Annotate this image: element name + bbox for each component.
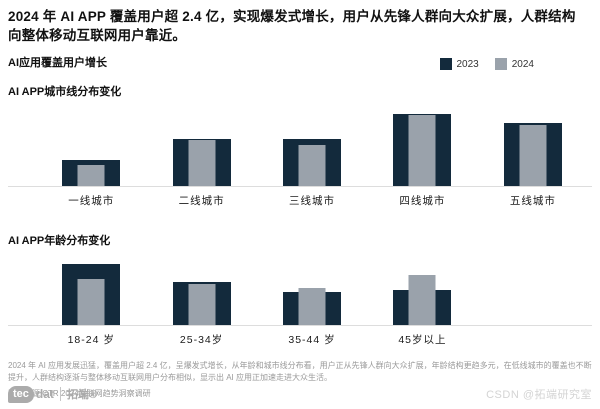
bar-2024 <box>298 145 326 187</box>
category-label: 三线城市 <box>289 195 336 208</box>
bar-slot <box>367 275 477 326</box>
category-label: 45岁以上 <box>398 334 447 347</box>
legend-item-2024: 2024 <box>494 58 534 71</box>
city-chart-title: AI APP城市线分布变化 <box>8 86 122 99</box>
bar-2024 <box>77 165 105 187</box>
bar-group <box>393 114 452 187</box>
tecdat-logo-text: dat <box>35 387 54 402</box>
bar-group <box>62 264 121 326</box>
tecdat-cn-name: 拓端® <box>66 389 98 402</box>
age-chart: AI APP年龄分布变化 18-24 岁 25-34岁 35-44 岁 45岁以上 <box>8 232 592 347</box>
footnote-text: 2024 年 AI 应用发展迅猛，覆盖用户超 2.4 亿，呈爆发式增长，从年龄和… <box>8 361 592 383</box>
bar-2024 <box>298 288 326 326</box>
category-label <box>478 332 588 347</box>
bar-slot <box>146 139 256 187</box>
bar-2024 <box>519 125 547 187</box>
bar-group <box>503 123 562 187</box>
logo-divider <box>59 387 61 402</box>
city-chart-plot-area <box>8 107 592 188</box>
bar-group <box>62 160 121 187</box>
bar-2024 <box>408 275 436 326</box>
tecdat-logo: tec dat 拓端® <box>8 385 98 403</box>
chart-legend: 2023 2024 <box>439 58 593 71</box>
bar-slot <box>36 264 146 326</box>
bar-group <box>172 282 231 326</box>
bar-2024 <box>188 284 216 326</box>
bar-slot <box>367 114 477 187</box>
csdn-watermark: CSDN @拓端研究室 <box>486 389 592 402</box>
bar-slot <box>478 123 588 187</box>
tecdat-badge-icon: tec <box>8 385 34 403</box>
legend-item-2023: 2023 <box>439 58 479 71</box>
category-label: 一线城市 <box>68 195 115 208</box>
legend-label-2023: 2023 <box>456 58 479 70</box>
legend-swatch-2023-icon <box>439 58 452 71</box>
section-title: AI应用覆盖用户增长 <box>8 57 107 70</box>
category-label: 四线城市 <box>399 195 446 208</box>
age-chart-axis-labels: 18-24 岁 25-34岁 35-44 岁 45岁以上 <box>8 332 592 347</box>
city-chart-axis-labels: 一线城市 二线城市 三线城市 四线城市 五线城市 <box>8 193 592 208</box>
category-label: 五线城市 <box>509 195 556 208</box>
section-header-row: AI应用覆盖用户增长 2023 2024 <box>8 54 593 71</box>
bar-group <box>283 288 342 326</box>
category-label: 二线城市 <box>178 195 225 208</box>
bar-slot <box>257 288 367 326</box>
city-tier-chart: AI APP城市线分布变化 一线城市 二线城市 三线城市 四线城市 五线城市 <box>8 83 592 208</box>
bar-2024 <box>408 115 436 187</box>
bar-group <box>172 139 231 187</box>
legend-label-2024: 2024 <box>511 58 534 70</box>
legend-swatch-2024-icon <box>494 58 507 71</box>
category-label: 18-24 岁 <box>67 334 115 347</box>
category-label: 35-44 岁 <box>288 334 336 347</box>
bar-slot <box>36 160 146 187</box>
category-label: 25-34岁 <box>179 334 224 347</box>
footer: tec dat 拓端® CSDN @拓端研究室 <box>8 385 592 403</box>
bar-slot <box>257 139 367 187</box>
bar-slot <box>146 282 256 326</box>
bar-group <box>283 139 342 187</box>
data-source-text: 数据来源:CTR 2024互联网趋势洞察调研 <box>8 389 151 399</box>
page-title: 2024 年 AI APP 覆盖用户超 2.4 亿，实现爆发式增长，用户从先锋人… <box>8 9 576 43</box>
age-chart-plot-area <box>8 262 592 327</box>
bar-2024 <box>77 279 105 326</box>
age-chart-title: AI APP年龄分布变化 <box>8 235 111 248</box>
bar-2024 <box>188 140 216 187</box>
bar-group <box>393 275 452 326</box>
